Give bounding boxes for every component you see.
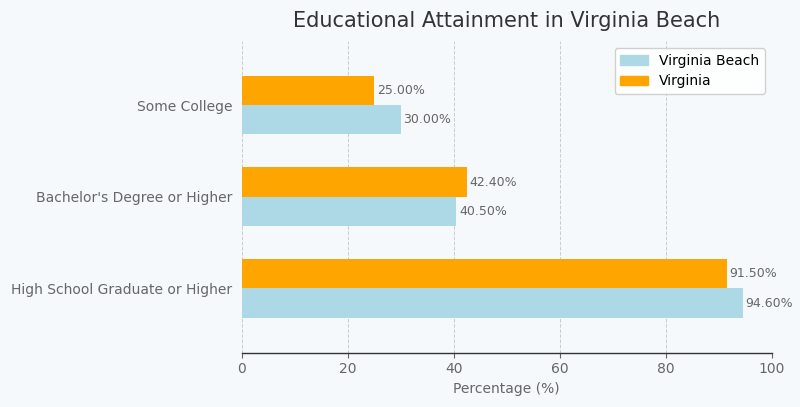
Bar <box>242 105 401 134</box>
Bar <box>242 197 457 226</box>
Text: 25.00%: 25.00% <box>377 84 425 97</box>
Bar <box>242 76 374 105</box>
Bar <box>242 259 726 289</box>
Bar <box>242 167 466 197</box>
Text: 42.40%: 42.40% <box>469 176 517 188</box>
Text: 91.50%: 91.50% <box>730 267 777 280</box>
Title: Educational Attainment in Virginia Beach: Educational Attainment in Virginia Beach <box>293 11 721 31</box>
Text: 40.50%: 40.50% <box>459 205 507 218</box>
Text: 94.60%: 94.60% <box>746 297 794 310</box>
Bar <box>242 289 743 318</box>
X-axis label: Percentage (%): Percentage (%) <box>454 382 560 396</box>
Legend: Virginia Beach, Virginia: Virginia Beach, Virginia <box>614 48 765 94</box>
Text: 30.00%: 30.00% <box>403 113 451 126</box>
